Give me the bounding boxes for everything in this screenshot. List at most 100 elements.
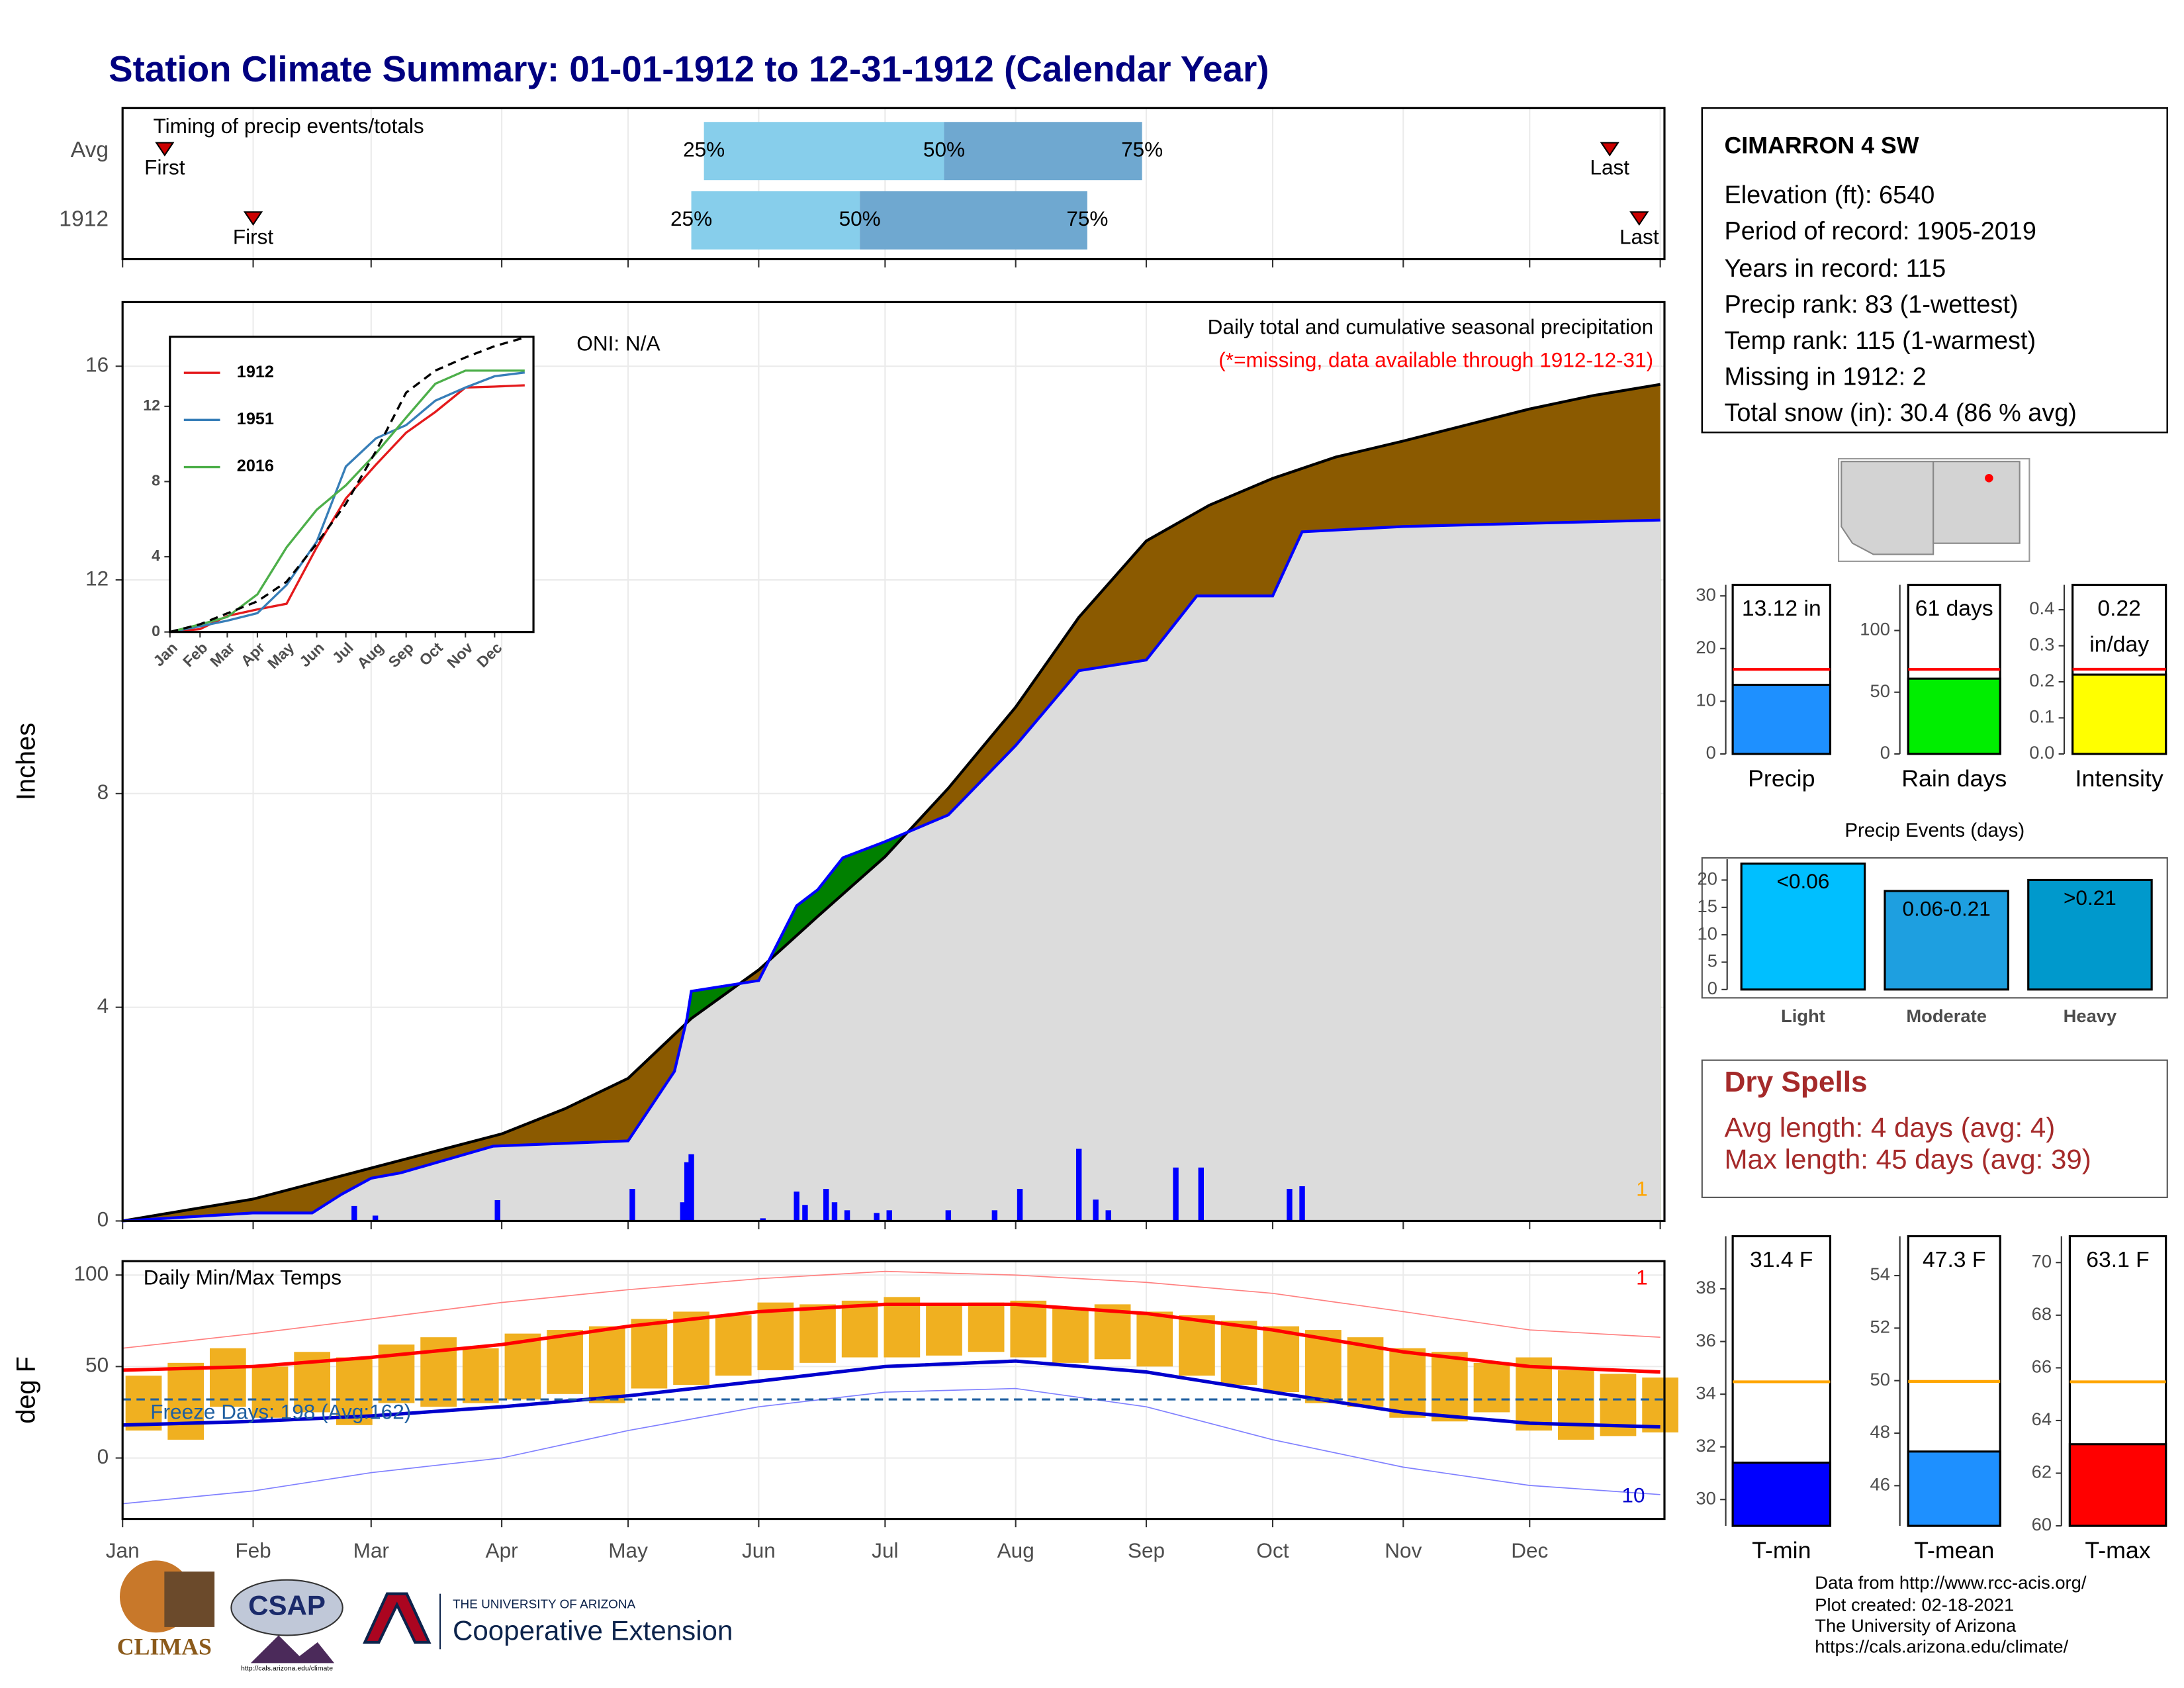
x-axis-label: T-max xyxy=(2085,1537,2151,1564)
daily-temp-bar xyxy=(1516,1357,1553,1431)
range-label: 0.06-0.21 xyxy=(1903,898,1991,921)
station-name: CIMARRON 4 SW xyxy=(1724,132,1919,158)
daily-temp-bar xyxy=(1557,1370,1594,1440)
station-box: CIMARRON 4 SW Elevation (ft): 6540 Perio… xyxy=(1701,107,2169,434)
csap-url: http://cals.arizona.edu/climate xyxy=(241,1665,333,1672)
row-label: 1912 xyxy=(59,207,109,232)
y-tick-label: 0.2 xyxy=(2029,670,2054,690)
y-tick-label: 0.1 xyxy=(2029,706,2054,727)
y-tick-label: 10 xyxy=(1698,923,1717,943)
x-tick-label: Feb xyxy=(235,1539,271,1562)
quartile-bar xyxy=(860,191,1087,250)
x-tick-label: Moderate xyxy=(1906,1006,1987,1026)
y-tick-label: 48 xyxy=(1870,1421,1890,1442)
daily-bar xyxy=(886,1210,892,1221)
panel-title: Daily Min/Max Temps xyxy=(144,1266,341,1289)
quartile-label: 75% xyxy=(1121,138,1163,162)
daily-temp-bar xyxy=(125,1376,162,1431)
daily-bar xyxy=(844,1210,850,1221)
y-tick-label: 36 xyxy=(1696,1330,1715,1350)
y-tick-label: 8 xyxy=(97,780,109,804)
station-frame xyxy=(1701,107,2169,434)
state-shape xyxy=(1933,461,2021,544)
y-tick-label: 0 xyxy=(97,1208,109,1231)
record-low-count: 10 xyxy=(1621,1483,1645,1507)
daily-temp-bar xyxy=(631,1319,668,1389)
y-tick-label: 20 xyxy=(1698,868,1717,889)
bar xyxy=(1907,1450,2001,1527)
y-tick-label: 30 xyxy=(1696,1488,1715,1509)
y-tick-label: 0.4 xyxy=(2029,598,2054,618)
avg-max-line xyxy=(122,1302,1661,1374)
y-axis-label: Inches xyxy=(12,723,41,800)
daily-temp-bar xyxy=(462,1348,499,1403)
range-label: >0.21 xyxy=(2064,886,2116,910)
value-label: in/day xyxy=(2089,633,2149,657)
daily-bar xyxy=(794,1192,799,1221)
observed-area xyxy=(122,520,1661,1221)
y-tick-label: 46 xyxy=(1870,1474,1890,1495)
note: (*=missing, data available through 1912-… xyxy=(1218,349,1653,372)
y-tick-label: 100 xyxy=(74,1262,109,1286)
record-max-line xyxy=(122,1270,1661,1349)
daily-temp-bar xyxy=(588,1326,625,1403)
y-tick-label: 50 xyxy=(1870,1369,1890,1389)
y-tick-label: 0 xyxy=(1706,742,1716,763)
avg-min-line xyxy=(122,1359,1661,1429)
daily-temp-bar xyxy=(251,1366,289,1418)
oni-label: ONI: N/A xyxy=(576,332,660,355)
x-axis-label: T-mean xyxy=(1914,1537,1994,1564)
station-line: Total snow (in): 30.4 (86 % avg) xyxy=(1724,399,2076,427)
footer-line: https://cals.arizona.edu/climate/ xyxy=(1815,1636,2068,1657)
daily-temp-bar xyxy=(799,1304,836,1363)
panel-frame xyxy=(121,107,1666,261)
climas-emblem xyxy=(164,1571,215,1627)
station-line: Years in record: 115 xyxy=(1724,255,1946,283)
y-tick-label: 0 xyxy=(97,1445,109,1468)
panel-frame xyxy=(121,301,1666,1223)
event-marker xyxy=(243,211,263,226)
y-tick-label: 4 xyxy=(152,547,160,564)
y-tick-label: 64 xyxy=(2032,1409,2052,1429)
daily-temp-bar xyxy=(1179,1315,1215,1376)
station-line: Missing in 1912: 2 xyxy=(1724,363,1926,391)
y-tick-label: 70 xyxy=(2032,1251,2052,1272)
event-label: Last xyxy=(1590,156,1629,179)
range-label: <0.06 xyxy=(1776,870,1829,893)
quartile-bar xyxy=(944,122,1142,181)
legend-label: 2016 xyxy=(237,457,274,475)
dry-frame xyxy=(1701,1059,2168,1198)
daily-temp-bar xyxy=(926,1304,962,1356)
daily-bar xyxy=(372,1215,379,1221)
daily-bar xyxy=(1173,1167,1179,1221)
footer-line: The University of Arizona xyxy=(1815,1615,2017,1636)
daily-temp-bar xyxy=(1642,1377,1678,1432)
event-marker xyxy=(155,142,175,157)
avg-line xyxy=(122,383,1661,1223)
daily-bar xyxy=(823,1189,829,1221)
x-tick-label: Sep xyxy=(1128,1539,1165,1562)
y-tick-label: 54 xyxy=(1870,1264,1890,1284)
station-line: Elevation (ft): 6540 xyxy=(1724,181,1934,209)
csap-cloud xyxy=(230,1579,343,1636)
daily-bar xyxy=(1198,1167,1204,1221)
bar xyxy=(2068,1443,2167,1527)
y-tick-label: 0.3 xyxy=(2029,634,2054,655)
bar xyxy=(1731,1462,1832,1527)
logos: CLIMAS CSAP http://cals.arizona.edu/clim… xyxy=(117,1560,733,1672)
dry-line: Max length: 45 days (avg: 39) xyxy=(1724,1144,2091,1175)
y-tick-label: 12 xyxy=(143,397,160,414)
locator-map xyxy=(1838,457,2030,562)
series-line xyxy=(169,371,525,633)
footer-line: Data from http://www.rcc-acis.org/ xyxy=(1815,1572,2087,1593)
y-tick-label: 0 xyxy=(1880,742,1890,763)
y-tick-label: 60 xyxy=(2032,1514,2052,1534)
panel-title: Precip Events (days) xyxy=(1844,820,2025,841)
daily-temp-bar xyxy=(547,1330,583,1394)
value-label: 47.3 F xyxy=(1923,1248,1985,1272)
value-label: 0.22 xyxy=(2097,596,2141,621)
y-tick-label: 66 xyxy=(2032,1356,2052,1377)
x-axis-label: Rain days xyxy=(1901,765,2007,792)
y-tick-label: 10 xyxy=(1696,690,1715,710)
